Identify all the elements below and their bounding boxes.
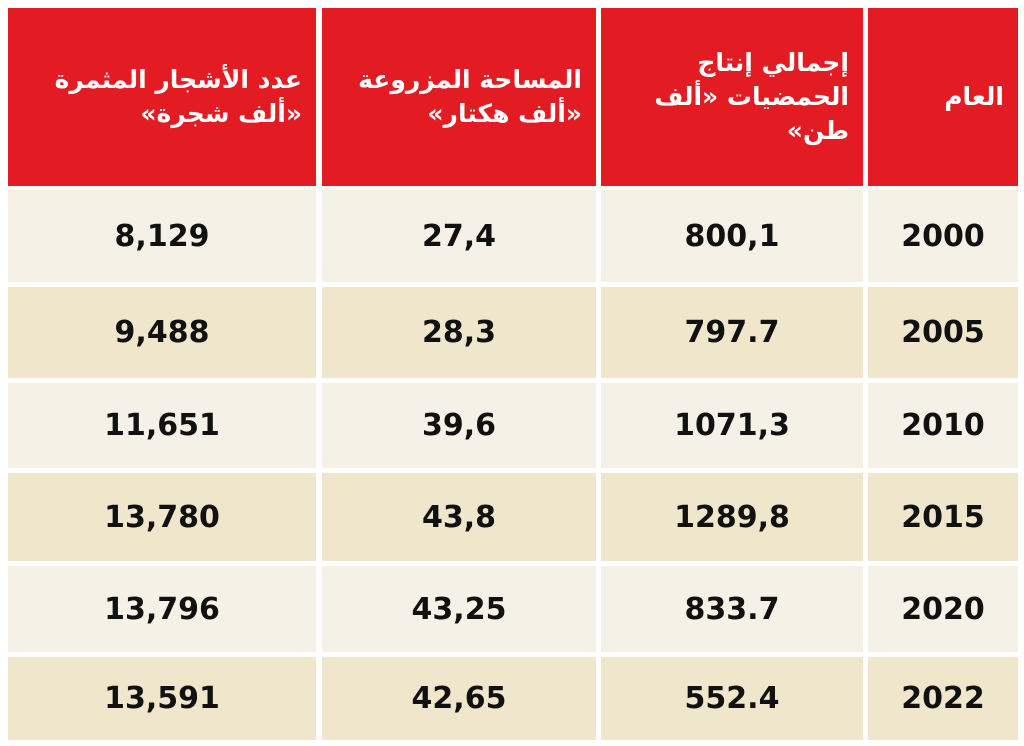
value-cell: 13,796: [8, 566, 316, 652]
value-cell: 552.4: [601, 657, 863, 740]
value-cell: 8,129: [8, 190, 316, 282]
value-cell: 42,65: [322, 657, 596, 740]
year-cell: 2005: [868, 287, 1018, 378]
value-cell: 11,651: [8, 383, 316, 468]
header-cell: العام: [868, 8, 1018, 186]
value-cell: 43,25: [322, 566, 596, 652]
value-cell: 13,780: [8, 473, 316, 561]
header-cell: إجمالي إنتاج الحمضيات «ألف طن»: [601, 8, 863, 186]
value-cell: 1289,8: [601, 473, 863, 561]
value-cell: 27,4: [322, 190, 596, 282]
value-cell: 9,488: [8, 287, 316, 378]
year-cell: 2015: [868, 473, 1018, 561]
value-cell: 797.7: [601, 287, 863, 378]
value-cell: 800,1: [601, 190, 863, 282]
year-cell: 2022: [868, 657, 1018, 740]
year-cell: 2020: [868, 566, 1018, 652]
value-cell: 13,591: [8, 657, 316, 740]
header-cell: عدد الأشجار المثمرة «ألف شجرة»: [8, 8, 316, 186]
header-cell: المساحة المزروعة «ألف هكتار»: [322, 8, 596, 186]
value-cell: 39,6: [322, 383, 596, 468]
value-cell: 43,8: [322, 473, 596, 561]
year-cell: 2010: [868, 383, 1018, 468]
value-cell: 28,3: [322, 287, 596, 378]
year-cell: 2000: [868, 190, 1018, 282]
value-cell: 1071,3: [601, 383, 863, 468]
value-cell: 833.7: [601, 566, 863, 652]
